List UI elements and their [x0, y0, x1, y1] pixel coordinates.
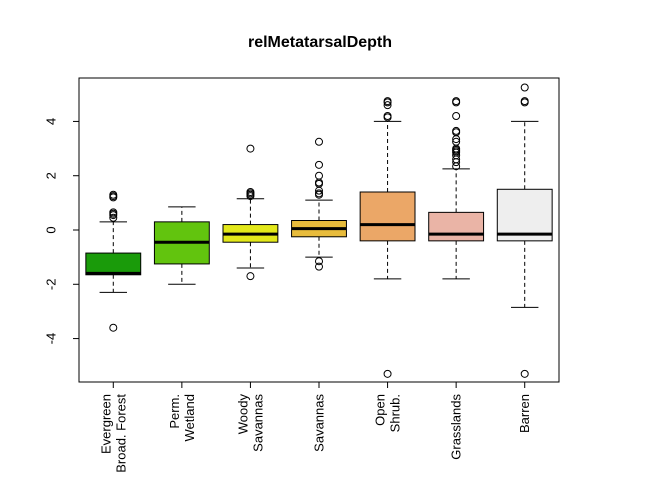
outlier-point [383, 101, 392, 110]
x-axis: Evergreen Broad. Forest Perm. Wetland Woody S… [98, 381, 532, 473]
boxes [85, 83, 553, 378]
outlier-point [520, 83, 529, 92]
outlier-point [315, 262, 323, 271]
box-iqr [85, 252, 142, 276]
box-group [291, 137, 347, 271]
outlier-point [383, 112, 392, 120]
outlier-point [109, 190, 118, 199]
box-group [496, 83, 553, 378]
x-tick-label: Shrub. [388, 394, 403, 432]
box-iqr [359, 191, 416, 242]
outlier-point [246, 272, 255, 281]
x-tick-label: Evergreen [98, 394, 113, 454]
x-tick-label: Wetland [182, 394, 197, 441]
outlier-point [452, 137, 461, 146]
x-tick-label: Savannas [250, 394, 265, 452]
outlier-point [109, 323, 118, 332]
outlier-point [452, 112, 461, 120]
outlier-point [520, 369, 529, 378]
chart-title: relMetatarsalDepth [248, 34, 392, 51]
outlier-point [109, 213, 118, 222]
box-group [85, 190, 142, 332]
outlier-point [383, 369, 392, 378]
outlier-point [520, 97, 529, 106]
outlier-point [315, 189, 323, 198]
outlier-point [315, 137, 323, 146]
outlier-point [315, 171, 323, 180]
x-tick-label: Woody [235, 394, 250, 435]
box-group [153, 206, 210, 285]
outlier-point [452, 126, 461, 135]
outlier-point [109, 208, 118, 217]
x-tick-label: Barren [517, 394, 532, 433]
y-tick-label: -4 [44, 333, 59, 345]
y-tick-label: 0 [44, 226, 59, 233]
box-iqr [496, 188, 553, 242]
outlier-point [452, 97, 461, 106]
y-tick-label: -2 [44, 279, 59, 291]
outlier-point [383, 97, 392, 106]
x-tick-label: Broad. Forest [113, 394, 128, 473]
y-axis: -4 -2 0 2 4 [44, 118, 80, 345]
outlier-point [246, 188, 255, 196]
x-tick-label: Open [373, 394, 388, 426]
box-iqr [428, 211, 485, 242]
box-group [428, 97, 485, 280]
outlier-point [315, 160, 323, 169]
box-group [359, 97, 416, 378]
outlier-point [315, 257, 323, 266]
y-tick-label: 2 [44, 172, 59, 179]
y-tick-label: 4 [44, 118, 59, 125]
x-tick-label: Grasslands [449, 394, 464, 460]
x-tick-label: Perm. [167, 394, 182, 429]
box-group [222, 144, 279, 281]
x-tick-label: Savannas [312, 394, 327, 452]
outlier-point [246, 144, 255, 153]
